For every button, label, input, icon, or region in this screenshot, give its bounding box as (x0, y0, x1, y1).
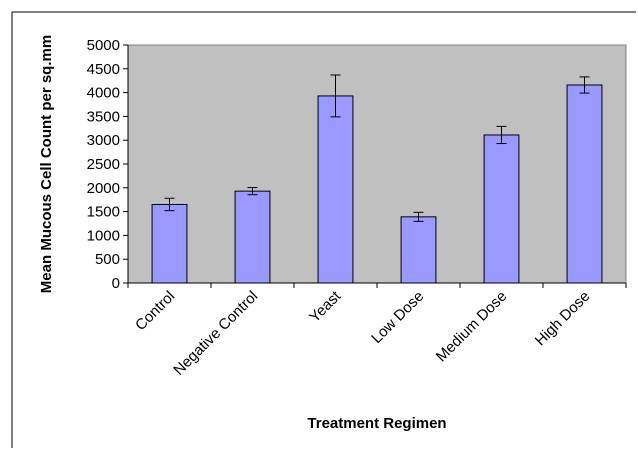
x-tick-label: Low Dose (368, 288, 427, 347)
y-axis: 0 500 1000 1500 2000 2500 3000 3500 4000 4500 5000 (87, 37, 129, 292)
y-tick-label: 2500 (87, 156, 120, 173)
y-tick-label: 0 (112, 275, 120, 292)
x-tick-label: High Dose (532, 288, 594, 350)
x-tick-label: Yeast (306, 287, 345, 326)
y-tick-label: 500 (95, 251, 120, 268)
error-bars-layer (164, 74, 590, 222)
bar (151, 203, 188, 284)
x-tick-label: Control (132, 288, 178, 334)
y-tick-label: 4000 (87, 85, 120, 102)
bar (566, 84, 603, 284)
plot-area (127, 44, 627, 284)
x-tick-label: Medium Dose (433, 288, 510, 365)
x-tick-label: Negative Control (170, 288, 261, 379)
y-tick-label: 4500 (87, 61, 120, 78)
y-tick-label: 1000 (87, 227, 120, 244)
y-tick-label: 3000 (87, 132, 120, 149)
y-tick-label: 5000 (87, 37, 120, 54)
bar (234, 190, 271, 284)
y-tick-label: 3500 (87, 108, 120, 125)
x-axis-title: Treatment Regimen (307, 415, 446, 432)
y-tick-label: 1500 (87, 204, 120, 221)
bars-layer (151, 84, 603, 284)
bar (483, 134, 520, 284)
bar (317, 95, 354, 284)
y-axis-title: Mean Mucous Cell Count per sq.mm (38, 35, 55, 293)
y-tick-label: 2000 (87, 180, 120, 197)
bar (400, 216, 437, 284)
